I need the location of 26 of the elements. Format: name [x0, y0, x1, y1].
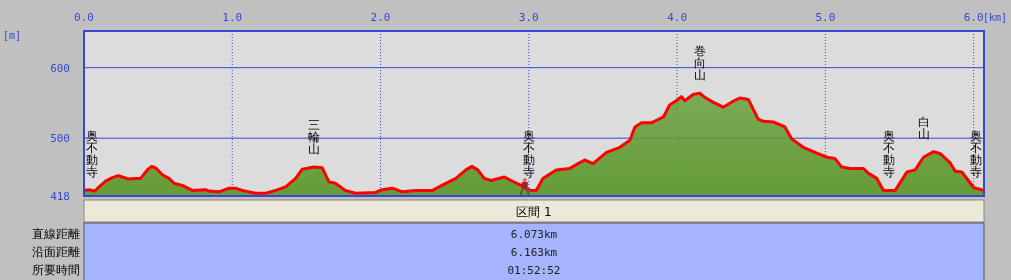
annotation: 奥不動寺: [883, 129, 896, 180]
x-tick-label: 5.0: [815, 11, 836, 24]
annotation: 奥不動寺: [970, 129, 982, 180]
x-tick-label: 4.0: [667, 11, 688, 24]
y-tick-label: 500: [50, 132, 70, 146]
y-tick-label: 600: [50, 61, 70, 75]
y-tick-label: 418: [50, 190, 70, 203]
x-tick-label: 1.0: [222, 11, 243, 24]
x-tick-label: 2.0: [370, 11, 391, 24]
y-axis-title: [m]: [3, 30, 22, 41]
text: 沿面距離: [32, 245, 80, 259]
x-tick-label: 0.0: [74, 11, 94, 24]
text: 6.163km: [510, 246, 558, 259]
text: 6.073km: [510, 228, 558, 241]
text: 01:52:52: [507, 264, 561, 277]
text: 所要時間: [32, 263, 80, 277]
x-tick-label: 3.0: [518, 11, 539, 24]
annotation: 巻向山: [693, 44, 706, 83]
annotation: 奥不動寺: [522, 129, 535, 180]
text: 直線距離: [32, 227, 80, 241]
x-tick-label: 6.0: [963, 11, 984, 24]
x-axis-title: [km]: [982, 12, 1007, 23]
annotation: 三輪山: [307, 118, 320, 157]
annotation: 白山: [917, 114, 930, 141]
annotation: 奥不動寺: [86, 129, 98, 180]
text: 区間 1: [516, 205, 552, 219]
